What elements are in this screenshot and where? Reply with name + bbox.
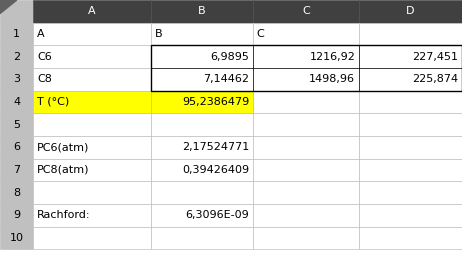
Text: 0,39426409: 0,39426409 xyxy=(182,165,249,175)
Text: 95,2386479: 95,2386479 xyxy=(182,97,249,107)
Text: 5: 5 xyxy=(13,120,20,130)
Text: PC8(atm): PC8(atm) xyxy=(37,165,90,175)
Bar xyxy=(33,68,151,91)
Text: 225,874: 225,874 xyxy=(412,74,458,84)
Text: 1498,96: 1498,96 xyxy=(309,74,355,84)
Bar xyxy=(0,23,33,45)
Bar xyxy=(359,23,462,45)
Bar xyxy=(0,204,33,227)
Bar xyxy=(33,0,151,23)
Text: 7: 7 xyxy=(13,165,20,175)
Text: 6,9895: 6,9895 xyxy=(210,52,249,62)
Text: C6: C6 xyxy=(37,52,52,62)
Text: 6,3096E-09: 6,3096E-09 xyxy=(185,210,249,220)
Bar xyxy=(151,181,253,204)
Bar xyxy=(0,181,33,204)
Text: PC6(atm): PC6(atm) xyxy=(37,142,89,152)
Bar xyxy=(253,23,359,45)
Bar xyxy=(253,204,359,227)
Bar xyxy=(359,204,462,227)
Text: 8: 8 xyxy=(13,188,20,198)
Bar xyxy=(359,91,462,113)
Bar xyxy=(359,227,462,249)
Bar xyxy=(253,113,359,136)
Bar xyxy=(359,45,462,68)
Bar xyxy=(33,159,151,181)
Bar xyxy=(0,159,33,181)
Bar xyxy=(151,23,253,45)
Text: 227,451: 227,451 xyxy=(412,52,458,62)
Polygon shape xyxy=(0,0,17,14)
Bar xyxy=(151,68,253,91)
Bar xyxy=(253,136,359,159)
Text: T (°C): T (°C) xyxy=(37,97,69,107)
Bar xyxy=(151,0,253,23)
Bar xyxy=(0,68,33,91)
Bar xyxy=(0,91,33,113)
Text: A: A xyxy=(88,6,96,16)
Bar xyxy=(359,0,462,23)
Bar xyxy=(151,227,253,249)
Bar xyxy=(0,45,33,68)
Bar xyxy=(151,45,253,68)
Bar xyxy=(33,204,151,227)
Bar xyxy=(151,136,253,159)
Text: 9: 9 xyxy=(13,210,20,220)
Bar xyxy=(253,91,359,113)
Text: B: B xyxy=(198,6,206,16)
Bar xyxy=(151,113,253,136)
Text: 2,17524771: 2,17524771 xyxy=(182,142,249,152)
Bar xyxy=(151,91,253,113)
Bar xyxy=(33,181,151,204)
Text: C: C xyxy=(256,29,264,39)
Bar xyxy=(151,45,462,91)
Text: 1: 1 xyxy=(13,29,20,39)
Bar xyxy=(33,91,151,113)
Text: 6: 6 xyxy=(13,142,20,152)
Text: C8: C8 xyxy=(37,74,52,84)
Bar xyxy=(151,91,253,113)
Bar xyxy=(253,68,359,91)
Bar xyxy=(33,136,151,159)
Bar xyxy=(253,227,359,249)
Bar xyxy=(33,91,151,113)
Text: 2: 2 xyxy=(13,52,20,62)
Bar xyxy=(253,45,359,68)
Bar xyxy=(151,204,253,227)
Text: C: C xyxy=(302,6,310,16)
Bar xyxy=(359,159,462,181)
Bar xyxy=(253,181,359,204)
Bar xyxy=(359,136,462,159)
Text: A: A xyxy=(37,29,45,39)
Text: 4: 4 xyxy=(13,97,20,107)
Bar xyxy=(151,159,253,181)
Text: Rachford:: Rachford: xyxy=(37,210,91,220)
Bar xyxy=(0,113,33,136)
Bar xyxy=(33,227,151,249)
Text: 1216,92: 1216,92 xyxy=(310,52,355,62)
Text: D: D xyxy=(406,6,415,16)
Bar xyxy=(359,68,462,91)
Text: 7,14462: 7,14462 xyxy=(203,74,249,84)
Bar xyxy=(0,227,33,249)
Bar xyxy=(359,181,462,204)
Bar xyxy=(359,113,462,136)
Bar xyxy=(0,136,33,159)
Bar xyxy=(33,113,151,136)
Bar xyxy=(33,45,151,68)
Bar xyxy=(0,0,33,23)
Bar xyxy=(253,0,359,23)
Bar xyxy=(253,159,359,181)
Text: B: B xyxy=(155,29,163,39)
Text: 3: 3 xyxy=(13,74,20,84)
Bar xyxy=(33,23,151,45)
Text: 10: 10 xyxy=(10,233,24,243)
